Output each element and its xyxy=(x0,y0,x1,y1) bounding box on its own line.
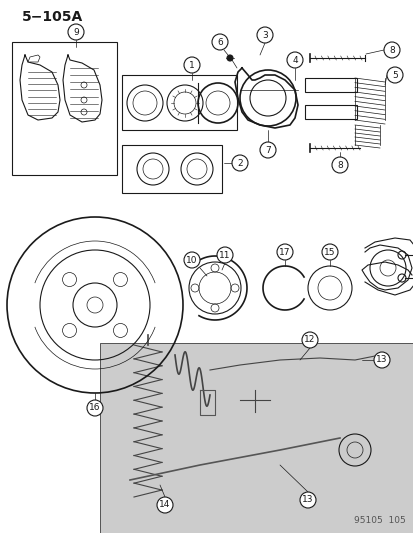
Circle shape xyxy=(87,400,103,416)
Text: 12: 12 xyxy=(304,335,315,344)
Bar xyxy=(304,78,356,92)
Circle shape xyxy=(321,244,337,260)
Circle shape xyxy=(211,34,228,50)
Text: 13: 13 xyxy=(375,356,387,365)
Text: 5: 5 xyxy=(391,70,397,79)
Text: 14: 14 xyxy=(159,500,170,510)
Text: 2: 2 xyxy=(237,158,242,167)
Text: 7: 7 xyxy=(264,146,270,155)
Circle shape xyxy=(383,42,399,58)
Circle shape xyxy=(231,155,247,171)
Bar xyxy=(122,145,221,193)
Bar xyxy=(100,343,413,533)
Circle shape xyxy=(373,352,389,368)
Circle shape xyxy=(331,157,347,173)
Circle shape xyxy=(68,24,84,40)
Text: 3: 3 xyxy=(261,30,267,39)
Text: 15: 15 xyxy=(323,247,335,256)
Text: 17: 17 xyxy=(279,247,290,256)
Text: 16: 16 xyxy=(89,403,100,413)
Text: 13: 13 xyxy=(301,496,313,505)
Text: 4: 4 xyxy=(292,55,297,64)
Text: 11: 11 xyxy=(219,251,230,260)
Text: 1: 1 xyxy=(189,61,195,69)
Circle shape xyxy=(183,252,199,268)
Circle shape xyxy=(183,57,199,73)
Circle shape xyxy=(386,67,402,83)
Circle shape xyxy=(286,52,302,68)
Text: 9: 9 xyxy=(73,28,79,36)
Circle shape xyxy=(157,497,173,513)
Text: 95105  105: 95105 105 xyxy=(354,516,405,525)
Text: 8: 8 xyxy=(388,45,394,54)
Circle shape xyxy=(276,244,292,260)
Text: 5−105A: 5−105A xyxy=(22,10,83,24)
Circle shape xyxy=(256,27,272,43)
Text: 8: 8 xyxy=(336,160,342,169)
Circle shape xyxy=(299,492,315,508)
Circle shape xyxy=(226,55,233,61)
Bar xyxy=(304,105,356,119)
Text: 6: 6 xyxy=(216,37,222,46)
Text: 10: 10 xyxy=(186,255,197,264)
Bar xyxy=(122,75,236,130)
Circle shape xyxy=(301,332,317,348)
Bar xyxy=(12,42,117,175)
Circle shape xyxy=(259,142,275,158)
Circle shape xyxy=(216,247,233,263)
